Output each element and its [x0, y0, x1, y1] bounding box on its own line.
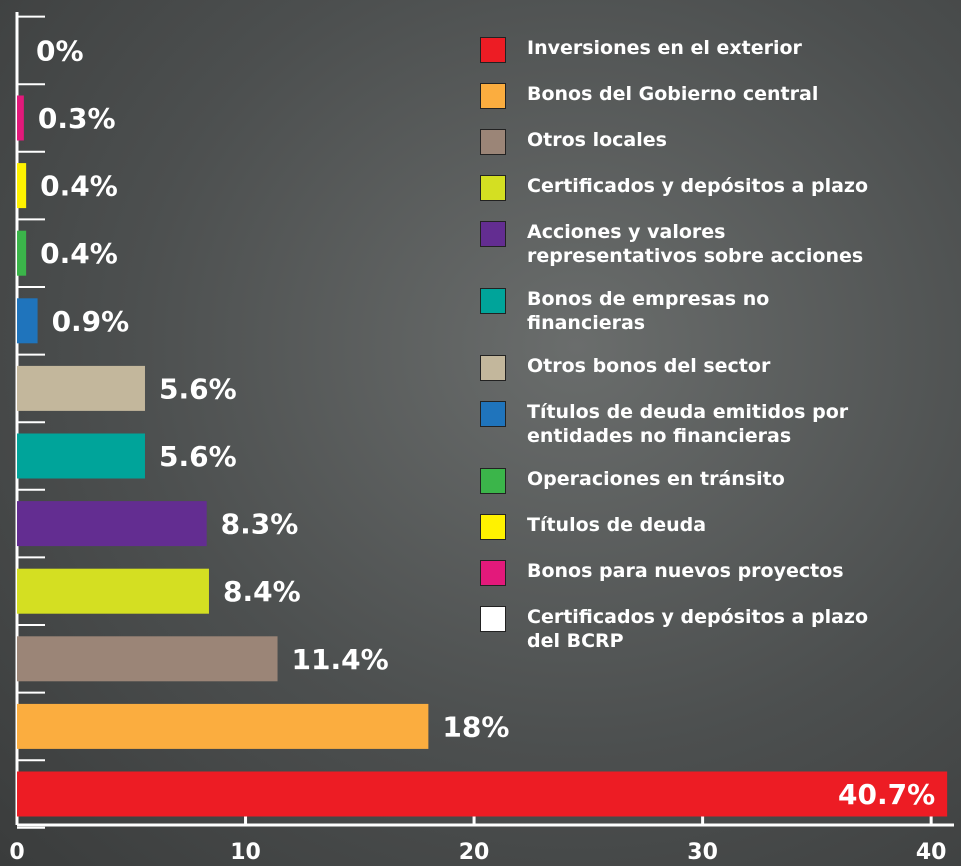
legend-swatch	[480, 37, 506, 63]
value-label: 40.7%	[838, 778, 935, 811]
bar	[17, 569, 209, 614]
legend-swatch	[480, 560, 506, 586]
legend-label: Certificados y depósitos a plazo	[527, 174, 872, 198]
chart: 0 10 20 30 40 40.7% 18% 11.4% 8.4% 8.3% 5.6% 5.6% 0.…	[0, 0, 961, 866]
legend-item: Bonos de empresas no financieras	[480, 287, 880, 335]
value-label: 8.4%	[223, 575, 301, 608]
legend-item: Certificados y depósitos a plazo	[480, 174, 880, 201]
value-label: 11.4%	[292, 643, 389, 676]
legend-label: Inversiones en el exterior	[527, 36, 872, 60]
value-label: 0%	[36, 34, 84, 67]
legend-label: Bonos del Gobierno central	[527, 82, 872, 106]
legend-label: Bonos para nuevos proyectos	[527, 559, 872, 583]
legend-item: Otros bonos del sector	[480, 354, 880, 381]
bar	[17, 231, 26, 276]
legend-item: Otros locales	[480, 128, 880, 155]
legend-label: Títulos de deuda	[527, 513, 872, 537]
legend-label: Otros bonos del sector	[527, 354, 872, 378]
value-label: 0.9%	[52, 305, 130, 338]
legend-item: Títulos de deuda emitidos por entidades …	[480, 400, 880, 448]
bar	[17, 434, 145, 479]
value-label: 8.3%	[221, 508, 299, 541]
legend-label: Bonos de empresas no financieras	[527, 287, 872, 335]
x-tick-label: 10	[230, 840, 261, 865]
legend-item: Operaciones en tránsito	[480, 467, 880, 494]
value-label: 0.4%	[40, 170, 118, 203]
legend: Inversiones en el exterior Bonos del Gobi…	[480, 36, 880, 653]
legend-label: Otros locales	[527, 128, 872, 152]
bar	[17, 704, 428, 749]
legend-swatch	[480, 355, 506, 381]
value-label: 18%	[442, 710, 509, 743]
value-label: 0.4%	[40, 237, 118, 270]
legend-item: Bonos para nuevos proyectos	[480, 559, 880, 586]
x-tick-label: 0	[9, 840, 24, 865]
legend-swatch	[480, 221, 506, 247]
legend-swatch	[480, 175, 506, 201]
legend-swatch	[480, 606, 506, 632]
bar	[17, 772, 947, 817]
bar	[17, 298, 38, 343]
legend-item: Títulos de deuda	[480, 513, 880, 540]
value-label: 0.3%	[38, 102, 116, 135]
legend-label: Acciones y valores representativos sobre…	[527, 220, 872, 268]
x-tick-label: 40	[916, 840, 947, 865]
value-label: 5.6%	[159, 372, 237, 405]
legend-swatch	[480, 514, 506, 540]
legend-item: Certificados y depósitos a plazo del BCR…	[480, 605, 880, 653]
legend-label: Títulos de deuda emitidos por entidades …	[527, 400, 872, 448]
legend-label: Certificados y depósitos a plazo del BCR…	[527, 605, 872, 653]
legend-swatch	[480, 401, 506, 427]
bar	[17, 501, 207, 546]
legend-swatch	[480, 129, 506, 155]
legend-swatch	[480, 468, 506, 494]
bar	[17, 96, 24, 141]
legend-item: Acciones y valores representativos sobre…	[480, 220, 880, 268]
legend-swatch	[480, 83, 506, 109]
bar	[17, 163, 26, 208]
legend-swatch	[480, 288, 506, 314]
x-tick-label: 20	[459, 840, 490, 865]
value-label: 5.6%	[159, 440, 237, 473]
x-tick-label: 30	[687, 840, 718, 865]
bar	[17, 366, 145, 411]
legend-item: Inversiones en el exterior	[480, 36, 880, 63]
legend-label: Operaciones en tránsito	[527, 467, 872, 491]
legend-item: Bonos del Gobierno central	[480, 82, 880, 109]
bar	[17, 636, 278, 681]
